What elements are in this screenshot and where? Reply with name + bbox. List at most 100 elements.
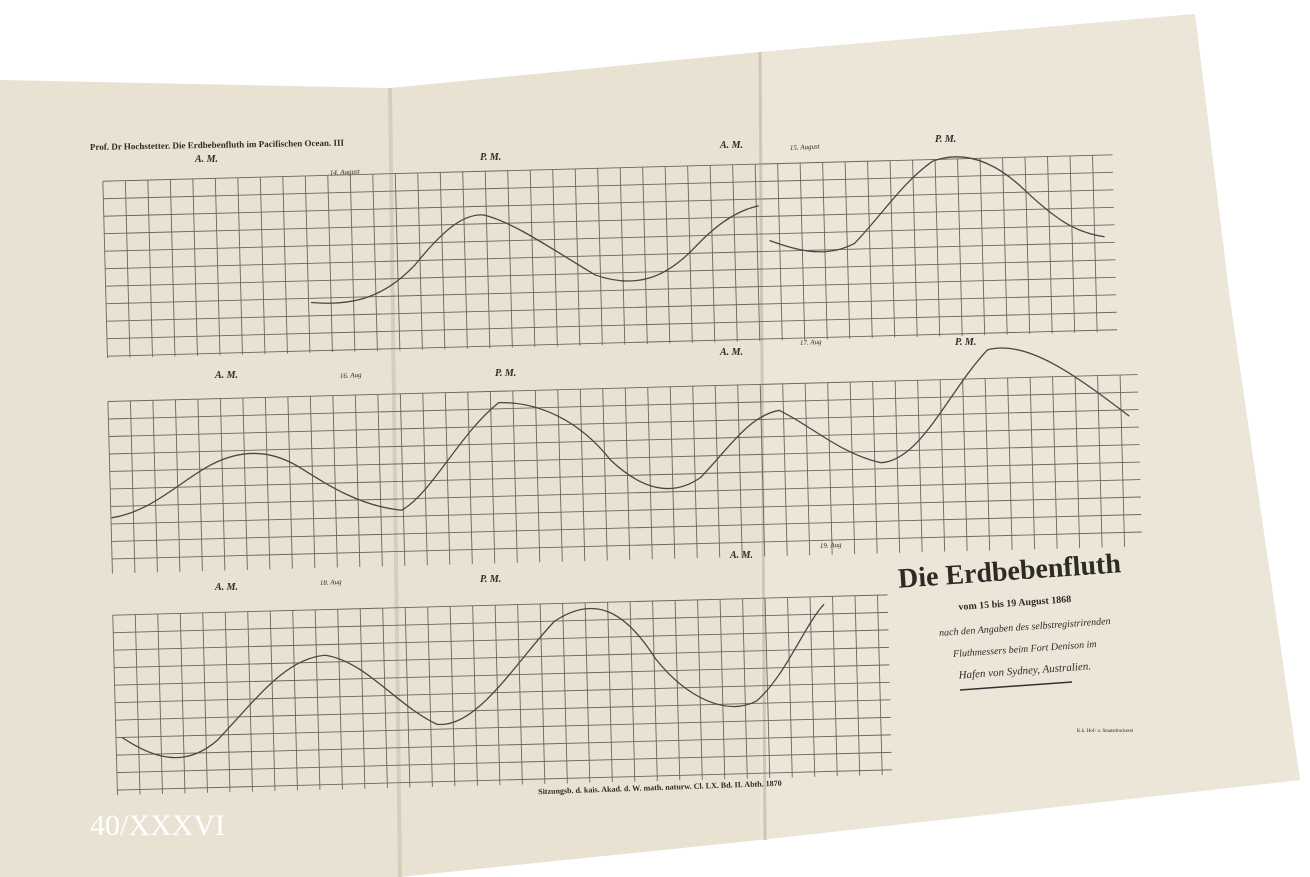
grid-line [444,392,451,565]
grid-line [242,397,248,570]
pm-label: P. M. [935,134,956,145]
grid-line [1119,374,1126,547]
fold [758,51,767,841]
grid-line [854,595,861,776]
grid-line [754,164,761,342]
curves [111,156,1130,759]
grid-line [602,388,608,561]
grid-line [111,496,1141,525]
grid-line [934,159,941,337]
grid-line [822,162,828,340]
grid-line [102,154,1113,182]
grid-line [112,531,1142,560]
pm-label: P. M. [480,152,501,163]
grid-line [574,168,581,346]
grid-line [764,598,771,779]
caption: 40/XXXVI [90,809,225,842]
grid-line [113,611,888,634]
grid-line [292,610,298,791]
grid-line [247,611,253,792]
grid-line [115,716,891,739]
grid-line [108,409,1139,437]
grid-line [484,171,491,349]
grid-line [669,386,676,559]
grid-line [787,597,793,778]
grid-line [912,160,918,337]
pm-label: P. M. [495,368,516,379]
am-label: A. M. [719,140,743,151]
grid-line [872,381,878,554]
grid-line [107,401,113,574]
grid-line [105,241,1115,270]
grid-line [732,164,738,342]
grid-line [104,206,1114,235]
grid-line [109,444,1140,472]
gutter [388,87,402,877]
grid-line [107,329,1118,357]
am-label: A. M. [194,154,218,165]
grid-line [1024,157,1031,335]
grid-line [106,276,1116,305]
grid-line [109,426,1139,455]
grid-line [719,599,726,780]
grid-line [106,294,1117,322]
grid-line [529,170,536,348]
grid-line [349,174,356,352]
panel-labels: 14. August A. M. P. M. 15. August A. M. P. M.… [194,134,976,593]
grid-line [237,177,243,355]
grids [102,154,1142,796]
grid-line [917,380,923,553]
grid-line [372,174,378,352]
grid-line [327,175,333,353]
grid-line [382,608,388,789]
grid-line [697,599,703,780]
grid-line [332,395,338,568]
grid-line [224,612,231,793]
grid-line [399,393,406,566]
grid-line [269,611,276,792]
grid-line [282,176,288,354]
grid-line [1074,376,1081,549]
grid-line [462,171,468,349]
grid-line [104,224,1115,252]
grid-line [957,158,963,336]
rule [959,681,1073,691]
grid-line [629,601,636,782]
grid-line [152,400,158,573]
grid-line [894,380,901,553]
grid-line [742,598,748,779]
grid-line [115,681,890,704]
date-label: 15. August [790,142,821,152]
grid-line [1052,376,1058,549]
grid-line [417,172,423,350]
grid-line [422,393,428,566]
grid-line [377,394,383,567]
date-label: 14. August [330,167,361,177]
grid-line [114,664,890,686]
grid-line [832,596,838,777]
grid-line [112,594,888,616]
grid-line [539,603,546,784]
grid-line [427,606,433,787]
grid-line [759,384,766,557]
grid-line [264,397,271,570]
grid-line [112,615,118,796]
grid-line [219,398,226,571]
pm-label: P. M. [955,337,976,348]
grid-line [507,170,513,348]
grid [107,374,1142,574]
grid-line [259,177,266,355]
grid-line [939,379,946,552]
grid-line [489,391,496,564]
grid-line [979,158,986,336]
grid-line [674,600,681,781]
grid-line [337,609,343,790]
grid-line [827,382,833,555]
grid-line [737,385,743,557]
grid-line [106,311,1117,340]
grid-line [597,168,603,346]
grid-line [664,166,671,344]
grid-line [534,390,541,563]
grid-line [652,601,658,781]
grid-line [867,161,873,339]
